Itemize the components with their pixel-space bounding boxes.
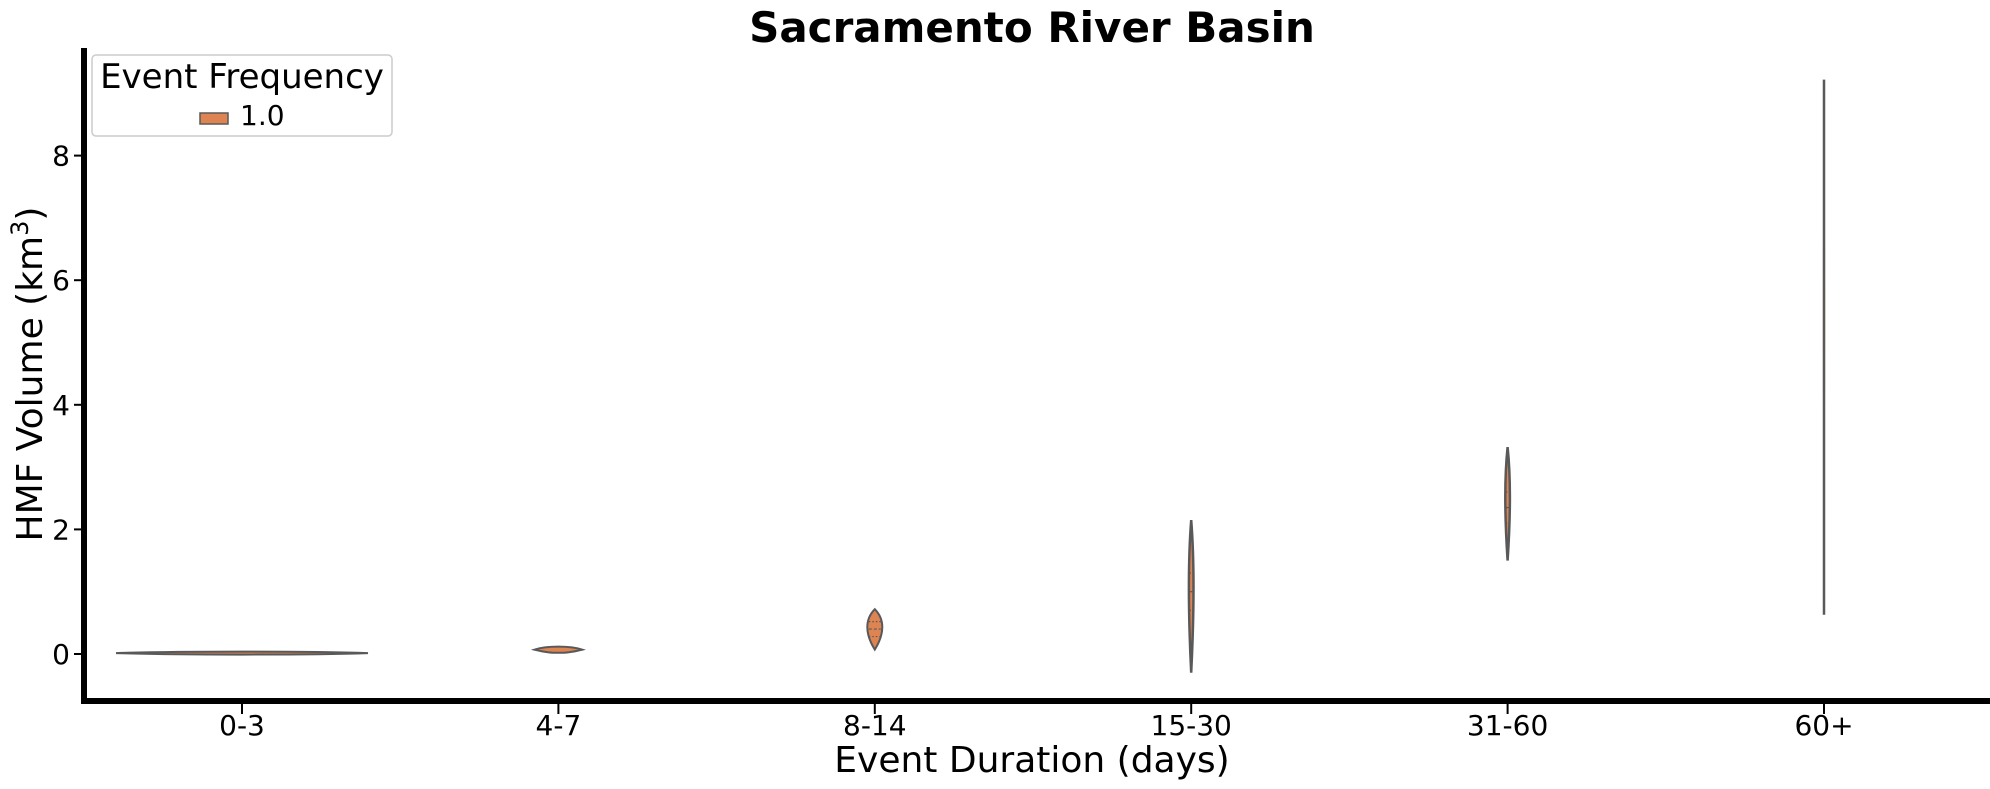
y-axis-label-superscript: 3 [6, 221, 34, 236]
x-tick-label: 31-60 [1467, 709, 1548, 742]
violin-31-60 [1504, 447, 1512, 561]
legend-entry-label: 1.0 [240, 99, 285, 132]
violin-15-30 [1187, 519, 1195, 673]
legend-title: Event Frequency [100, 57, 384, 97]
x-tick-label: 8-14 [843, 709, 907, 742]
y-tick-label: 2 [52, 513, 70, 546]
y-axis-label-group: HMF Volume (km3) [6, 207, 51, 542]
violin-0-3 [115, 650, 369, 656]
y-tick-label: 0 [52, 638, 70, 671]
y-tick-label: 8 [52, 140, 70, 173]
y-tick-label: 4 [52, 389, 70, 422]
x-tick-label: 60+ [1794, 709, 1853, 742]
legend: Event Frequency 1.0 [91, 54, 393, 137]
x-tick-label: 4-7 [536, 709, 582, 742]
y-tick-label: 6 [52, 264, 70, 297]
legend-swatch [199, 112, 229, 125]
x-ticks: 0-3 4-7 8-14 15-30 31-60 60+ [219, 704, 1854, 742]
chart-title: Sacramento River Basin [749, 3, 1315, 52]
y-axis-label-main: HMF Volume (km [10, 236, 51, 542]
violin-60+ [1821, 79, 1827, 615]
x-tick-label: 0-3 [219, 709, 265, 742]
plot-area [115, 79, 1827, 673]
violin-4-7 [530, 645, 586, 654]
x-axis-label: Event Duration (days) [834, 740, 1229, 781]
y-ticks: 0 2 4 6 8 [52, 140, 84, 671]
legend-frame [91, 54, 393, 137]
y-axis-label-close: ) [10, 207, 51, 221]
x-tick-label: 15-30 [1151, 709, 1232, 742]
y-axis-label: HMF Volume (km3) [6, 207, 51, 542]
